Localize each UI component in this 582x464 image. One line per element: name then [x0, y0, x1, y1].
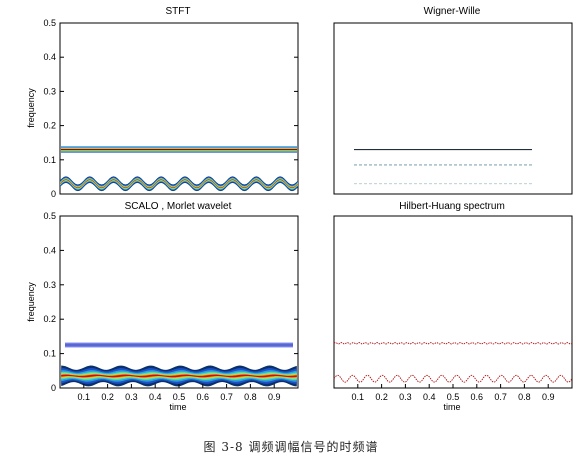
stft-axes [59, 22, 299, 195]
hht-series-line [333, 342, 573, 345]
hht-title: Hilbert-Huang spectrum [399, 201, 505, 212]
scalo-xlabel: time [169, 402, 186, 412]
y-tick-label: 0 [51, 383, 56, 393]
x-tick-label: 0.7 [220, 392, 233, 402]
y-tick-label: 0.1 [43, 349, 56, 359]
y-tick-label: 0.3 [43, 86, 56, 96]
hht-axes [333, 215, 573, 389]
wigner-axes [333, 22, 573, 195]
x-tick-label: 0.4 [149, 392, 162, 402]
x-tick-label: 0.6 [471, 392, 484, 402]
y-tick-label: 0.3 [43, 280, 56, 290]
x-tick-label: 0.8 [244, 392, 257, 402]
x-tick-label: 0.3 [399, 392, 412, 402]
hht-xlabel: time [443, 402, 460, 412]
stft-panel: STFT 0 0.1 0.2 0.3 0.4 0.5 frequency [26, 6, 299, 199]
stft-band1-layer [61, 149, 297, 150]
hht-series-line [333, 374, 573, 383]
figure-caption: 图 3-8 调频调幅信号的时频谱 [203, 440, 379, 454]
x-tick-label: 0.9 [268, 392, 281, 402]
y-tick-label: 0.4 [43, 52, 56, 62]
scalo-axes [59, 215, 299, 389]
stft-ylabel: frequency [26, 88, 36, 128]
y-tick-label: 0.5 [43, 211, 56, 221]
hht-panel: Hilbert-Huang spectrum 0.1 0.2 0.3 0.4 0.5 0.… [333, 201, 573, 412]
x-tick-label: 0.2 [101, 392, 114, 402]
x-tick-label: 0.6 [197, 392, 210, 402]
stft-title: STFT [166, 6, 191, 17]
x-tick-label: 0.3 [125, 392, 138, 402]
y-tick-label: 0.1 [43, 155, 56, 165]
x-tick-label: 0.1 [352, 392, 365, 402]
x-tick-label: 0.1 [78, 392, 91, 402]
y-tick-label: 0.4 [43, 245, 56, 255]
x-tick-label: 0.5 [173, 392, 186, 402]
scalo-title: SCALO , Morlet wavelet [125, 201, 232, 212]
y-tick-label: 0.2 [43, 314, 56, 324]
x-tick-label: 0.9 [542, 392, 555, 402]
scalo-ylabel: frequency [26, 282, 36, 322]
stft-band2-layer [60, 179, 298, 189]
scalo-band1-core [65, 344, 293, 346]
y-tick-label: 0.5 [43, 18, 56, 28]
scalo-band2-layer [61, 374, 297, 378]
wigner-title: Wigner-Wille [424, 6, 481, 17]
wigner-panel: Wigner-Wille [333, 6, 573, 195]
scalo-panel: SCALO , Morlet wavelet 00.10.20.30.40.5 … [26, 201, 299, 412]
x-tick-label: 0.4 [423, 392, 436, 402]
x-tick-label: 0.2 [375, 392, 388, 402]
x-tick-label: 0.7 [494, 392, 507, 402]
x-tick-label: 0.8 [518, 392, 531, 402]
x-tick-label: 0.5 [447, 392, 460, 402]
y-tick-label: 0 [51, 189, 56, 199]
y-tick-label: 0.2 [43, 121, 56, 131]
